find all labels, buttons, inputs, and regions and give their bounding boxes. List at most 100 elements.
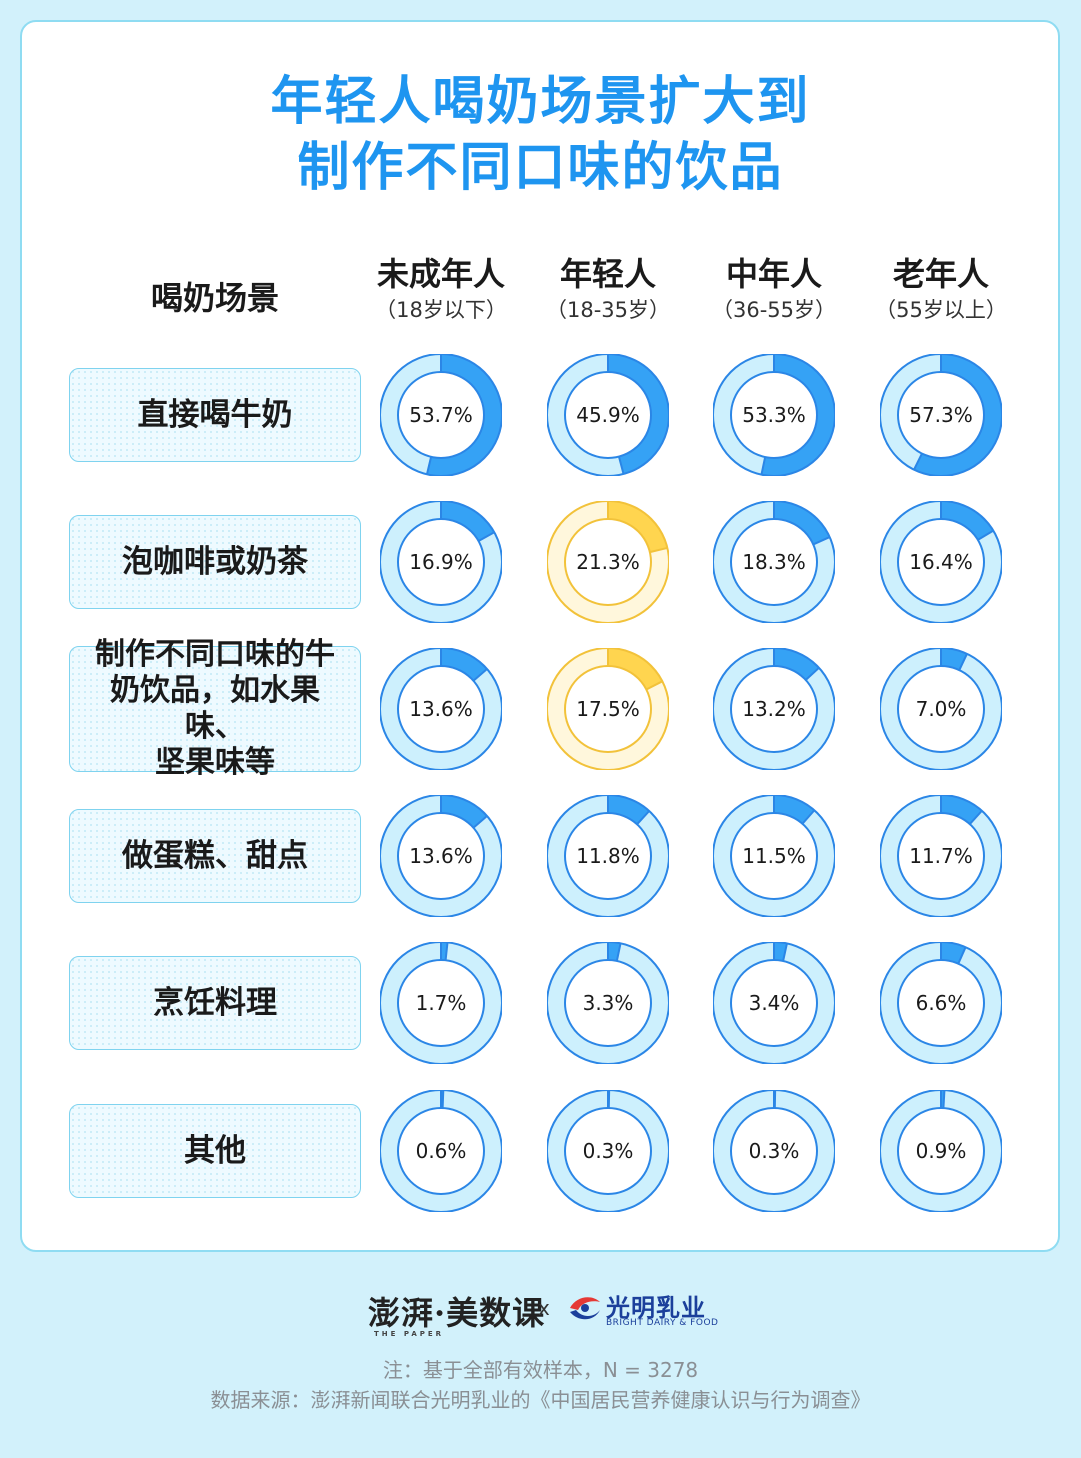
donut-value-label: 13.6% xyxy=(409,697,473,721)
donut-slice-edge xyxy=(760,456,767,475)
chart-title-line2: 制作不同口味的饮品 xyxy=(297,138,784,198)
donut-1-1: 21.3% xyxy=(547,501,669,623)
donut-slice-edge xyxy=(617,456,625,475)
donut-value-arc xyxy=(940,942,966,964)
row-label-0: 直接喝牛奶 xyxy=(69,368,361,462)
donut-value-label: 3.3% xyxy=(583,991,634,1015)
donut-1-2: 18.3% xyxy=(713,501,835,623)
footer-note: 注：基于全部有效样本，N = 3278 xyxy=(382,1358,699,1382)
donut-value-label: 16.4% xyxy=(909,550,973,574)
donut-slice-edge xyxy=(958,653,968,671)
donut-value-label: 16.9% xyxy=(409,550,473,574)
donut-slice-edge xyxy=(645,680,663,691)
chart-card xyxy=(20,20,1060,1252)
donut-slice-edge xyxy=(649,546,668,554)
donut-0-1: 45.9% xyxy=(547,354,669,476)
cross-mark: x xyxy=(538,1296,550,1320)
column-header-group-0: 未成年人 xyxy=(376,255,505,293)
row-label-5: 其他 xyxy=(69,1104,361,1198)
donut-value-label: 53.3% xyxy=(742,403,806,427)
donut-value-label: 0.9% xyxy=(916,1139,967,1163)
donut-1-0: 16.9% xyxy=(380,501,502,623)
donut-value-arc xyxy=(773,648,819,681)
donut-value-label: 21.3% xyxy=(576,550,640,574)
column-header-range-3: （55岁以上） xyxy=(875,298,1007,322)
column-header-range-0: （18岁以下） xyxy=(375,298,507,322)
donut-slice-edge xyxy=(636,810,650,825)
donut-4-1: 3.3% xyxy=(547,942,669,1064)
row-label-2: 制作不同口味的牛 奶饮品，如水果味、 坚果味等 xyxy=(69,637,361,780)
bright-dairy-name: 光明乳业 xyxy=(606,1294,706,1322)
footer-source: 数据来源：澎湃新闻联合光明乳业的《中国居民营养健康认识与行为调查》 xyxy=(210,1388,871,1412)
donut-value-arc xyxy=(773,501,830,545)
donut-value-arc xyxy=(940,795,982,825)
chart-title-line1: 年轻人喝奶场景扩大到 xyxy=(270,72,811,132)
donut-value-arc xyxy=(940,648,967,671)
footer-logos: 澎湃·美数课 THE PAPER x 光明乳业 BRIGHT DAIRY & F… xyxy=(0,1288,1081,1338)
row-label-line: 制作不同口味的牛 xyxy=(95,637,335,672)
row-label-4: 烹饪料理 xyxy=(69,956,361,1050)
donut-value-label: 13.6% xyxy=(409,844,473,868)
column-header-group-1: 年轻人 xyxy=(559,255,656,293)
donut-value-arc xyxy=(440,648,488,682)
donut-slice-edge xyxy=(615,943,622,962)
donut-value-label: 11.8% xyxy=(576,844,640,868)
donut-3-0: 13.6% xyxy=(380,795,502,917)
row-label-3: 做蛋糕、甜点 xyxy=(69,809,361,903)
donut-value-label: 45.9% xyxy=(576,403,640,427)
donut-0-3: 57.3% xyxy=(880,354,1002,476)
donut-value-label: 3.4% xyxy=(749,991,800,1015)
donut-value-label: 0.3% xyxy=(583,1139,634,1163)
row-label-1: 泡咖啡或奶茶 xyxy=(69,515,361,609)
donut-value-arc xyxy=(607,795,650,825)
donut-2-0: 13.6% xyxy=(380,648,502,770)
donut-value-arc xyxy=(914,354,1002,476)
donut-value-label: 0.6% xyxy=(416,1139,467,1163)
row-label-line: 坚果味等 xyxy=(155,745,275,780)
donut-value-label: 17.5% xyxy=(576,697,640,721)
donut-slice-edge xyxy=(805,667,820,681)
donut-value-arc xyxy=(773,795,815,825)
donut-slice-edge xyxy=(801,809,816,825)
donut-value-label: 11.5% xyxy=(742,844,806,868)
donut-value-label: 0.3% xyxy=(749,1139,800,1163)
donut-slice-edge xyxy=(957,946,967,965)
bright-dairy-logo: 光明乳业 BRIGHT DAIRY & FOOD xyxy=(566,1288,718,1332)
donut-value-label: 1.7% xyxy=(416,991,467,1015)
donut-value-arc xyxy=(426,354,502,476)
row-label-line: 做蛋糕、甜点 xyxy=(122,838,308,874)
donut-2-2: 13.2% xyxy=(713,648,835,770)
donut-3-2: 11.5% xyxy=(713,795,835,917)
donut-value-arc xyxy=(607,942,621,961)
donut-slice-edge xyxy=(441,1090,445,1109)
donut-slice-edge xyxy=(812,536,831,546)
donut-value-label: 57.3% xyxy=(909,403,973,427)
donut-4-3: 6.6% xyxy=(880,942,1002,1064)
bright-dairy-emblem-icon xyxy=(570,1297,600,1320)
donut-5-1: 0.3% xyxy=(547,1090,669,1212)
donut-5-3: 0.9% xyxy=(880,1090,1002,1212)
donut-2-1: 17.5% xyxy=(547,648,669,770)
donut-value-label: 7.0% xyxy=(916,697,967,721)
donut-slice-edge xyxy=(977,529,994,541)
row-label-line: 奶饮品，如水果味、 xyxy=(110,673,320,744)
column-header-range-1: （18-35岁） xyxy=(545,298,671,322)
donut-1-3: 16.4% xyxy=(880,501,1002,623)
donut-value-label: 53.7% xyxy=(409,403,473,427)
donut-slice-edge xyxy=(942,1090,946,1109)
donut-slice-edge xyxy=(425,456,433,475)
donut-slice-edge xyxy=(913,453,923,471)
row-label-line: 直接喝牛奶 xyxy=(137,397,293,433)
column-header-group-2: 中年人 xyxy=(725,255,822,293)
donut-5-2: 0.3% xyxy=(713,1090,835,1212)
donut-0-2: 53.3% xyxy=(713,354,835,476)
donut-slice-edge xyxy=(444,942,449,961)
row-label-line: 其他 xyxy=(184,1133,246,1169)
donut-4-2: 3.4% xyxy=(713,942,835,1064)
column-header-range-2: （36-55岁） xyxy=(711,298,837,322)
donut-value-label: 11.7% xyxy=(909,844,973,868)
donut-2-3: 7.0% xyxy=(880,648,1002,770)
donut-value-arc xyxy=(440,501,495,542)
donut-value-arc xyxy=(761,354,835,476)
donut-value-arc xyxy=(440,795,488,829)
